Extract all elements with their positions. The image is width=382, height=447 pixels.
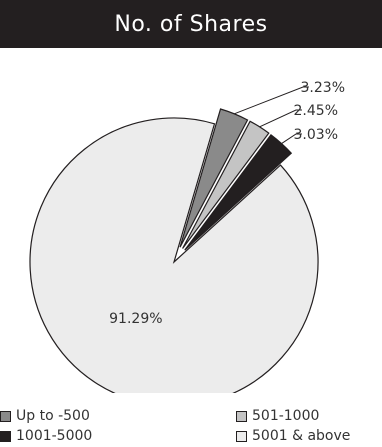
pie-chart: 3.23% 2.45% 3.03% 91.29% (29, 80, 345, 393)
data-label-5001-above: 91.29% (109, 311, 162, 327)
legend-item-up-to-500: Up to -500 (0, 408, 90, 424)
legend-swatch-5001-above (236, 430, 247, 442)
legend-item-501-1000: 501-1000 (236, 408, 319, 424)
legend-label-501-1000: 501-1000 (252, 408, 320, 424)
leader-line-1001-5000 (281, 133, 302, 144)
data-label-501-1000: 2.45% (294, 103, 338, 119)
data-label-1001-5000: 3.03% (294, 127, 338, 143)
legend-label-5001-above: 5001 & above (252, 428, 351, 444)
legend-item-5001-above: 5001 & above (236, 428, 350, 444)
legend-label-1001-5000: 1001-5000 (16, 428, 93, 444)
pie-slice-up-to-500 (179, 108, 249, 248)
legend-swatch-up-to-500 (0, 410, 11, 422)
data-label-up-to-500: 3.23% (301, 80, 345, 96)
pie-slice-1001-5000 (184, 133, 293, 251)
pie-slice-5001-above (29, 117, 319, 393)
legend-item-1001-5000: 1001-5000 (0, 428, 92, 444)
chart-title: No. of Shares (114, 11, 268, 37)
leader-line-up-to-500 (234, 86, 309, 115)
legend-label-up-to-500: Up to -500 (16, 408, 90, 424)
chart-title-bar: No. of Shares (0, 0, 382, 48)
legend-swatch-1001-5000 (0, 430, 11, 442)
leader-line-501-1000 (259, 109, 302, 128)
legend-swatch-501-1000 (236, 410, 247, 422)
